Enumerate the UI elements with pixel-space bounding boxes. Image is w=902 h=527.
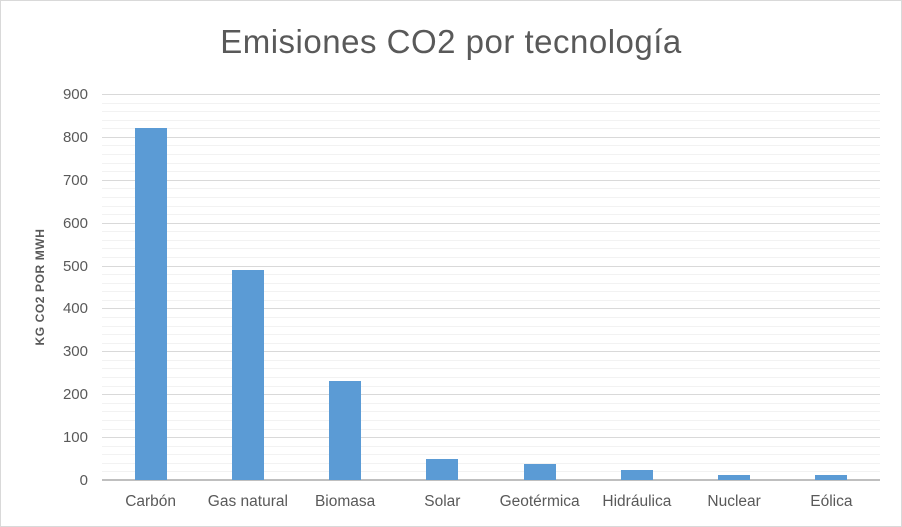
minor-gridline (102, 334, 880, 336)
y-tick-label: 600 (62, 214, 88, 232)
minor-gridline (102, 325, 880, 327)
bar-hidráulica (620, 469, 653, 480)
minor-gridline (102, 385, 880, 387)
major-gridline (102, 437, 880, 439)
bar-carbón (134, 128, 167, 480)
minor-gridline (102, 111, 880, 113)
minor-gridline (102, 274, 880, 276)
minor-gridline (102, 342, 880, 344)
minor-gridline (102, 299, 880, 301)
minor-gridline (102, 317, 880, 319)
minor-gridline (102, 368, 880, 370)
x-tick-label: Solar (424, 493, 461, 510)
major-gridline (102, 136, 880, 138)
y-tick-label: 400 (62, 300, 88, 318)
minor-gridline (102, 291, 880, 293)
minor-gridline (102, 454, 880, 456)
minor-gridline (102, 128, 880, 130)
minor-gridline (102, 256, 880, 258)
x-tick-label: Eólica (810, 493, 853, 510)
y-tick-label: 500 (62, 257, 88, 275)
x-tick-label: Geotérmica (499, 493, 580, 510)
x-tick-label: Carbón (125, 493, 177, 510)
minor-gridline (102, 145, 880, 147)
bar-nuclear (718, 474, 751, 480)
bar-gas-natural (231, 269, 264, 480)
major-gridline (102, 351, 880, 353)
minor-gridline (102, 419, 880, 421)
y-tick-label: 800 (62, 128, 88, 146)
minor-gridline (102, 196, 880, 198)
major-gridline (102, 308, 880, 310)
x-tick-label: Gas natural (207, 493, 288, 510)
minor-gridline (102, 102, 880, 104)
bar-solar (426, 459, 459, 480)
minor-gridline (102, 359, 880, 361)
minor-gridline (102, 231, 880, 233)
x-tick-label: Nuclear (707, 493, 761, 510)
minor-gridline (102, 402, 880, 404)
bar-biomasa (329, 381, 362, 480)
minor-gridline (102, 205, 880, 207)
major-gridline (102, 179, 880, 181)
minor-gridline (102, 471, 880, 473)
minor-gridline (102, 162, 880, 164)
minor-gridline (102, 462, 880, 464)
y-tick-label: 200 (62, 386, 88, 404)
x-axis-line (102, 479, 880, 481)
minor-gridline (102, 239, 880, 241)
y-tick-label: 300 (62, 343, 88, 361)
minor-gridline (102, 154, 880, 156)
major-gridline (102, 394, 880, 396)
y-tick-label: 900 (62, 86, 88, 103)
major-gridline (102, 94, 880, 95)
minor-gridline (102, 171, 880, 173)
y-axis-title: KG CO2 POR MWH (33, 228, 47, 346)
minor-gridline (102, 428, 880, 430)
minor-gridline (102, 214, 880, 216)
bar-geotérmica (523, 463, 556, 480)
minor-gridline (102, 377, 880, 379)
plot-area (102, 94, 880, 481)
minor-gridline (102, 445, 880, 447)
y-tick-label: 700 (62, 171, 88, 189)
minor-gridline (102, 188, 880, 190)
x-tick-label: Hidráulica (602, 493, 672, 510)
chart-title: Emisiones CO2 por tecnología (220, 23, 682, 60)
y-tick-label: 0 (79, 472, 88, 489)
y-tick-label: 100 (62, 429, 88, 447)
x-tick-label: Biomasa (314, 493, 376, 510)
minor-gridline (102, 119, 880, 121)
minor-gridline (102, 248, 880, 250)
minor-gridline (102, 411, 880, 413)
major-gridline (102, 265, 880, 267)
bar-eólica (815, 475, 848, 480)
minor-gridline (102, 282, 880, 284)
major-gridline (102, 222, 880, 224)
